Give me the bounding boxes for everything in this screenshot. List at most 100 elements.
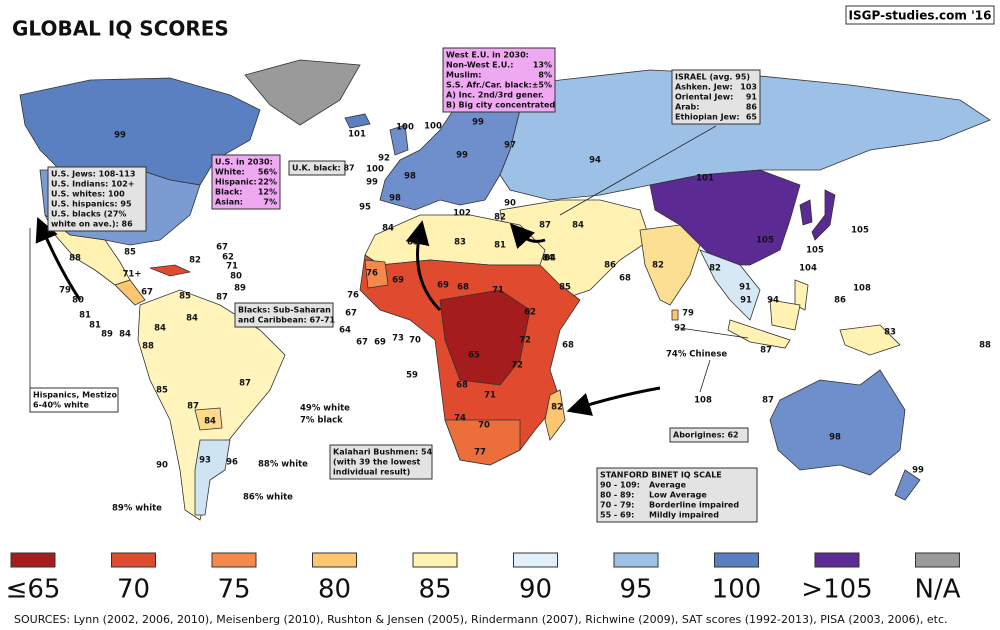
canada-alaska	[19, 77, 261, 186]
country-iq-label: 62	[222, 253, 234, 263]
country-iq-label: 82	[551, 403, 563, 413]
country-iq-label: 69	[392, 276, 404, 286]
note: 49% white	[300, 404, 350, 414]
korea	[799, 199, 813, 226]
country-iq-label: 76	[366, 269, 378, 279]
note: 86% white	[243, 493, 293, 503]
callout-text: Non-West E.U.:	[446, 61, 513, 70]
callout-text: white on ave.): 86	[51, 220, 133, 229]
callout-value: Low Average	[649, 491, 707, 500]
callout-box: ISRAEL (avg. 95)Ashken. Jew: 103 Oriental …	[671, 69, 761, 125]
migration-arrow	[509, 223, 546, 249]
country-iq-label: 87	[539, 221, 551, 231]
callout-text: Oriental Jew:	[675, 93, 733, 102]
iceland	[344, 113, 371, 129]
legend-swatch	[814, 552, 860, 568]
country-iq-label: 73	[392, 334, 404, 344]
country-iq-label: 88	[69, 254, 81, 264]
legend-swatch	[714, 552, 759, 568]
bolivia	[194, 407, 223, 431]
legend-label: ≤65	[6, 575, 61, 605]
credit-text: ISGP-studies.com '16	[849, 9, 992, 23]
legend-label: N/A	[915, 575, 961, 605]
country-iq-label: 82	[189, 256, 201, 266]
callout-frame	[29, 387, 119, 413]
philippines	[794, 279, 809, 311]
callout-frame	[211, 154, 281, 210]
australia	[769, 369, 906, 476]
callout-text: Hispanic:	[215, 178, 257, 187]
callout-text: 6-40% white	[33, 401, 89, 410]
country-iq-label: 94	[589, 156, 601, 166]
country-iq-label: 105	[756, 236, 774, 246]
leader-line	[29, 125, 749, 393]
country-iq-label: 85	[156, 386, 168, 396]
callout-text: individual result)	[333, 468, 410, 477]
legend-swatch	[111, 552, 156, 568]
map	[19, 59, 991, 521]
country-iq-label: 85	[559, 283, 571, 293]
callout-text: 90 - 109:	[600, 481, 640, 490]
credit: ISGP-studies.com '16	[845, 5, 995, 25]
note: 74% Chinese	[666, 350, 727, 360]
callout-text: 80 - 89:	[600, 491, 634, 500]
country-iq-label: 69	[374, 338, 386, 348]
sources: SOURCES: Lynn (2002, 2006, 2010), Meisen…	[14, 613, 948, 626]
country-iq-label: 68	[619, 274, 631, 284]
note: 7% black	[300, 416, 343, 426]
country-iq-label: 83	[407, 238, 419, 248]
country-iq-label: 98	[389, 194, 401, 204]
callout-text: Arab:	[675, 103, 699, 112]
legend-label: 95	[619, 575, 652, 605]
indonesia	[727, 299, 901, 356]
legend-label: 85	[418, 575, 451, 605]
legend-swatch	[312, 552, 357, 568]
callout-frame	[671, 69, 761, 125]
callout-value: 13%	[533, 61, 552, 70]
country-iq-label: 72	[511, 361, 523, 371]
country-iq-label: 82	[494, 213, 506, 223]
note: 89% white	[112, 504, 162, 514]
arrows	[29, 125, 749, 416]
country-iq-label: 100	[424, 122, 442, 132]
callout-value: 91	[746, 93, 758, 102]
new-zealand	[894, 469, 921, 501]
callout-frame	[669, 427, 749, 443]
country-iq-label: 89	[234, 284, 246, 294]
callout-text: and Caribbean: 67-71	[238, 316, 336, 325]
country-iq-label: 62	[524, 308, 536, 318]
callout-text: U.S. Indians: 102+	[51, 180, 135, 189]
country-iq-label: 67	[141, 288, 153, 298]
mauritania	[364, 259, 389, 289]
callout-text: U.S. Jews: 108-113	[51, 170, 135, 179]
legend-label: >105	[801, 575, 872, 605]
migration-arrow	[566, 386, 661, 416]
country-iq-label: 67	[345, 309, 357, 319]
country-iq-label: 84	[542, 254, 554, 264]
callout-text: 55 - 69:	[600, 511, 634, 520]
country-iq-label: 70	[478, 421, 490, 431]
greenland	[244, 59, 361, 126]
callout-value: 56%	[258, 168, 277, 177]
callout-value: ±5%	[532, 81, 552, 90]
title: GLOBAL IQ SCORES	[12, 17, 229, 41]
country-iq-label: 67	[356, 338, 368, 348]
country-iq-label: 67	[216, 243, 228, 253]
country-iq-label: 79	[682, 309, 694, 319]
country-iq-label: 79	[59, 286, 71, 296]
note: 88% white	[258, 460, 308, 470]
country-iq-label: 71+	[123, 270, 142, 280]
southern-africa	[444, 419, 521, 466]
central-africa	[439, 289, 531, 386]
callout-box: U.S. in 2030:White: 56%Hispanic: 22% Black:…	[211, 154, 281, 210]
country-iq-label: 84	[154, 324, 166, 334]
country-iq-label: 99	[456, 151, 468, 161]
legend-swatch	[513, 552, 558, 568]
country-iq-label: 81	[79, 311, 91, 321]
caribbean	[149, 264, 192, 277]
country-iq-label: 74	[454, 414, 466, 424]
callout-text: S.S. Afr./Car. black:	[446, 81, 532, 90]
country-iq-label: 102	[453, 209, 471, 219]
